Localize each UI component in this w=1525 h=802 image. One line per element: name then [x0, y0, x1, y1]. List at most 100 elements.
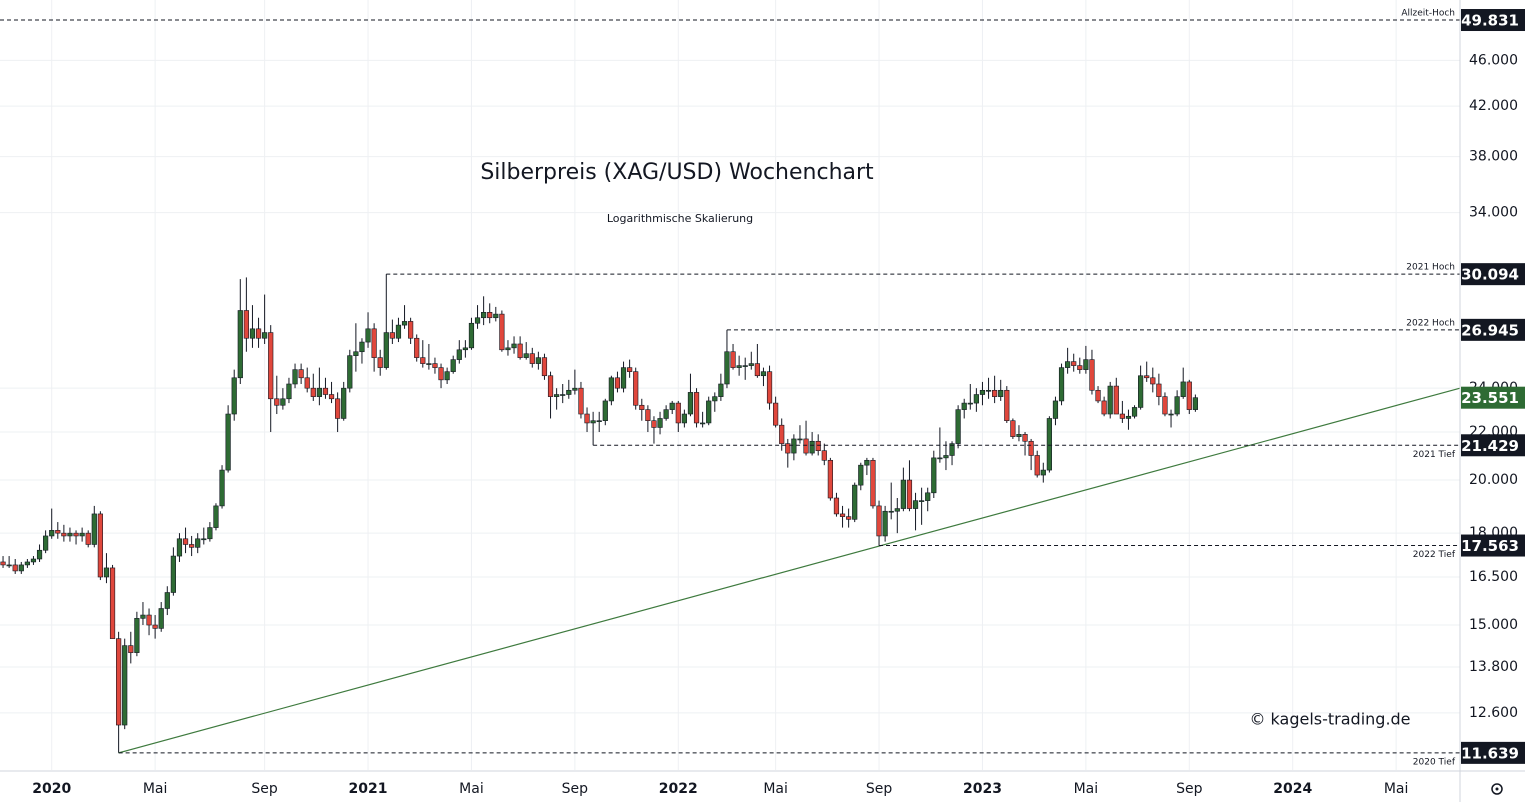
candle-body: [408, 321, 414, 339]
candle-body: [748, 363, 754, 366]
candle-body: [760, 371, 767, 377]
candle-body: [1052, 400, 1059, 419]
settings-icon[interactable]: [1491, 783, 1503, 795]
candle-body: [134, 618, 140, 653]
candle-body: [815, 440, 821, 451]
candle-body: [681, 413, 687, 424]
x-tick-label: Mai: [459, 781, 484, 797]
candle-body: [949, 443, 955, 456]
candle-body: [821, 450, 827, 461]
y-tick-label: 12.600: [1469, 705, 1518, 721]
candle-body: [237, 310, 243, 379]
candle-body: [450, 359, 456, 372]
candle-body: [584, 413, 590, 424]
x-tick-label: Mai: [143, 781, 168, 797]
candle-body: [195, 538, 201, 548]
candle-body: [931, 457, 937, 494]
candle-body: [1089, 359, 1095, 391]
candle-body: [602, 400, 608, 422]
candle-body: [858, 464, 864, 486]
candle-body: [395, 324, 402, 339]
candle-body: [456, 349, 462, 360]
candle-body: [724, 351, 730, 385]
candle-body: [687, 392, 694, 415]
candle-body: [128, 645, 134, 653]
candle-body: [791, 438, 797, 454]
candle-body: [152, 624, 158, 629]
candle-body: [1004, 389, 1010, 422]
candle-body: [73, 532, 79, 537]
candle-body: [468, 322, 475, 349]
candle-body: [43, 535, 49, 551]
candle-body: [371, 328, 377, 358]
candle-body: [578, 387, 584, 415]
candle-body: [529, 353, 535, 364]
candle-body: [389, 332, 395, 339]
candle-body: [894, 508, 900, 512]
candle-body: [438, 367, 444, 381]
candle-body: [785, 443, 791, 454]
level-note: 2021 Hoch: [1406, 263, 1455, 273]
candle-body: [18, 564, 24, 572]
candle-body: [882, 510, 888, 537]
candle-body: [803, 438, 809, 454]
candle-body: [742, 365, 748, 367]
candle-body: [925, 492, 931, 501]
x-tick-label: Sep: [866, 781, 893, 797]
candle-body: [103, 567, 110, 578]
candle-body: [590, 420, 596, 424]
candle-body: [0, 561, 6, 566]
candle-body: [560, 394, 566, 396]
candle-body: [487, 312, 493, 319]
candle-body: [292, 369, 298, 385]
level-note: 2022 Hoch: [1406, 318, 1455, 328]
candle-body: [462, 347, 468, 351]
price-label: 11.639: [1461, 744, 1519, 762]
candle-body: [1168, 413, 1174, 416]
candle-body: [608, 377, 614, 402]
candle-body: [170, 555, 176, 593]
candle-body: [255, 328, 262, 339]
candle-body: [633, 371, 639, 406]
candle-body: [517, 343, 523, 358]
candle-body: [109, 567, 116, 639]
level-note: Allzeit-Hoch: [1401, 9, 1455, 19]
candle-body: [1028, 440, 1034, 456]
price-label: 49.831: [1461, 12, 1519, 30]
candle-body: [718, 383, 724, 397]
candle-body: [870, 459, 876, 507]
candle-body: [353, 351, 359, 356]
candle-body: [1180, 381, 1186, 397]
candle-body: [1186, 381, 1192, 410]
candle-body: [474, 317, 481, 324]
candle-body: [426, 363, 432, 365]
chart-title: Silberpreis (XAG/USD) Wochenchart: [480, 160, 874, 185]
candle-body: [906, 479, 913, 509]
candle-body: [973, 394, 979, 404]
candle-body: [773, 402, 779, 426]
candle-body: [1144, 375, 1150, 379]
y-tick-label: 13.800: [1469, 659, 1518, 675]
candle-body: [322, 387, 329, 395]
candle-body: [1174, 396, 1180, 415]
candle-body: [754, 363, 760, 377]
y-tick-label: 15.000: [1469, 617, 1518, 633]
candle-body: [359, 341, 365, 353]
candle-body: [1119, 413, 1125, 419]
candle-body: [274, 398, 280, 406]
candle-body: [401, 321, 408, 326]
candle-body: [998, 389, 1004, 397]
candle-body: [919, 500, 925, 502]
candle-body: [6, 564, 12, 567]
candle-body: [1077, 365, 1083, 370]
candle-body: [158, 608, 164, 629]
candle-body: [1138, 375, 1144, 408]
candle-body: [675, 402, 681, 424]
candle-body: [833, 497, 840, 515]
candle-body: [383, 332, 389, 368]
candle-body: [55, 530, 61, 534]
price-box: [1461, 534, 1525, 557]
x-tick-label: 2022: [659, 781, 698, 797]
candle-body: [888, 510, 894, 513]
candle-body: [955, 409, 961, 444]
